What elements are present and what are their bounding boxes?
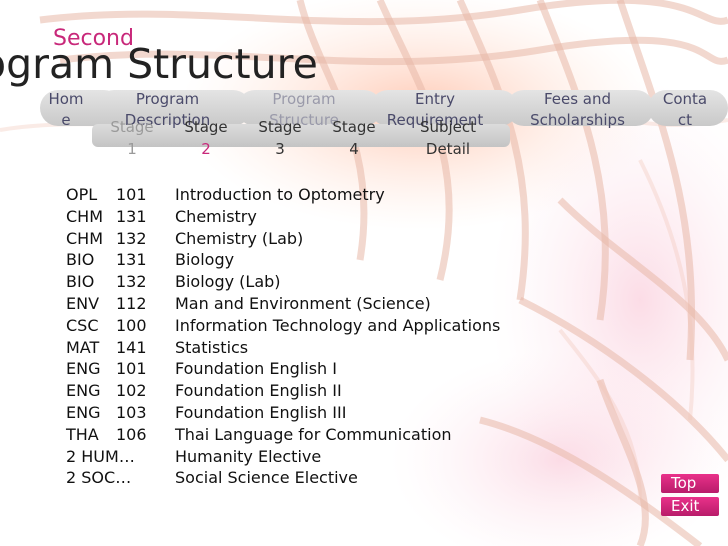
nav-program-structure[interactable]: Program Structure xyxy=(269,90,339,129)
nav-program-description[interactable]: Program Description xyxy=(124,90,211,129)
course-number: 101 xyxy=(116,359,147,379)
course-dept: OPL xyxy=(66,185,98,204)
course-name: Biology (Lab) xyxy=(175,272,281,292)
course-dept: ENG xyxy=(66,381,101,401)
course-dept: CHM xyxy=(66,206,104,226)
course-name: Foundation English I xyxy=(175,359,337,379)
course-number: 131 xyxy=(116,250,147,270)
course-number: 106 xyxy=(116,424,147,444)
course-name: Statistics xyxy=(175,337,249,357)
course-dept: CHM xyxy=(66,228,104,248)
page-title: ogram Structure xyxy=(0,40,318,88)
main-nav-bar xyxy=(648,90,728,126)
main-nav-bar xyxy=(96,90,251,126)
course-number: 102 xyxy=(116,381,147,401)
course-name: Social Science Elective xyxy=(175,468,358,488)
nav-contact[interactable]: Conta ct xyxy=(662,90,708,129)
course-number: 103 xyxy=(116,402,147,422)
course-number: 131 xyxy=(116,206,147,226)
page-subtitle: Second xyxy=(53,26,134,51)
course-name: Biology xyxy=(175,250,235,270)
course-name: Foundation English III xyxy=(175,402,347,422)
nav-entry-requirement[interactable]: Entry Requirement xyxy=(386,90,484,129)
course-name: Chemistry (Lab) xyxy=(175,228,304,248)
course-dept: ENG xyxy=(66,359,101,379)
course-number: 100 xyxy=(116,315,147,335)
main-nav-bar xyxy=(237,90,382,126)
course-name: Chemistry xyxy=(175,206,257,226)
course-name: Man and Environment (Science) xyxy=(175,293,431,313)
course-code: 2 SOC… xyxy=(66,468,132,488)
course-dept: ENG xyxy=(66,402,101,422)
course-dept: CSC xyxy=(66,315,99,335)
main-nav-bar xyxy=(370,90,518,126)
course-number: 112 xyxy=(116,293,147,313)
course-name: Introduction to Optometry xyxy=(175,185,385,204)
course-name: Foundation English II xyxy=(175,381,342,401)
course-dept: BIO xyxy=(66,272,95,292)
exit-button[interactable]: Exit xyxy=(661,497,719,516)
subnav-stage-2[interactable]: Stage 2 xyxy=(184,118,228,158)
course-number: 132 xyxy=(116,228,147,248)
nav-fees-and-scholarships[interactable]: Fees and Scholarships xyxy=(530,90,625,129)
course-dept: MAT xyxy=(66,337,100,357)
course-name: Thai Language for Communication xyxy=(175,424,452,444)
course-dept: THA xyxy=(66,424,99,444)
subnav-stage-4[interactable]: Stage 4 xyxy=(332,118,376,158)
course-dept: ENV xyxy=(66,293,100,313)
sub-nav-bar xyxy=(92,124,510,147)
course-name: Humanity Elective xyxy=(175,446,322,466)
subnav-stage-3[interactable]: Stage 3 xyxy=(258,118,302,158)
subnav-stage-1[interactable]: Stage 1 xyxy=(110,118,154,158)
top-button[interactable]: Top xyxy=(661,474,719,493)
course-name: Information Technology and Applications xyxy=(175,315,501,335)
course-number: 101 xyxy=(116,185,147,204)
course-number: 132 xyxy=(116,272,147,292)
course-dept: BIO xyxy=(66,250,95,270)
main-nav-bar xyxy=(506,90,654,126)
nav-home[interactable]: Hom e xyxy=(48,90,84,129)
course-code: 2 HUM… xyxy=(66,446,135,466)
course-number: 141 xyxy=(116,337,147,357)
subnav-subject-detail[interactable]: Subject Detail xyxy=(419,118,477,158)
